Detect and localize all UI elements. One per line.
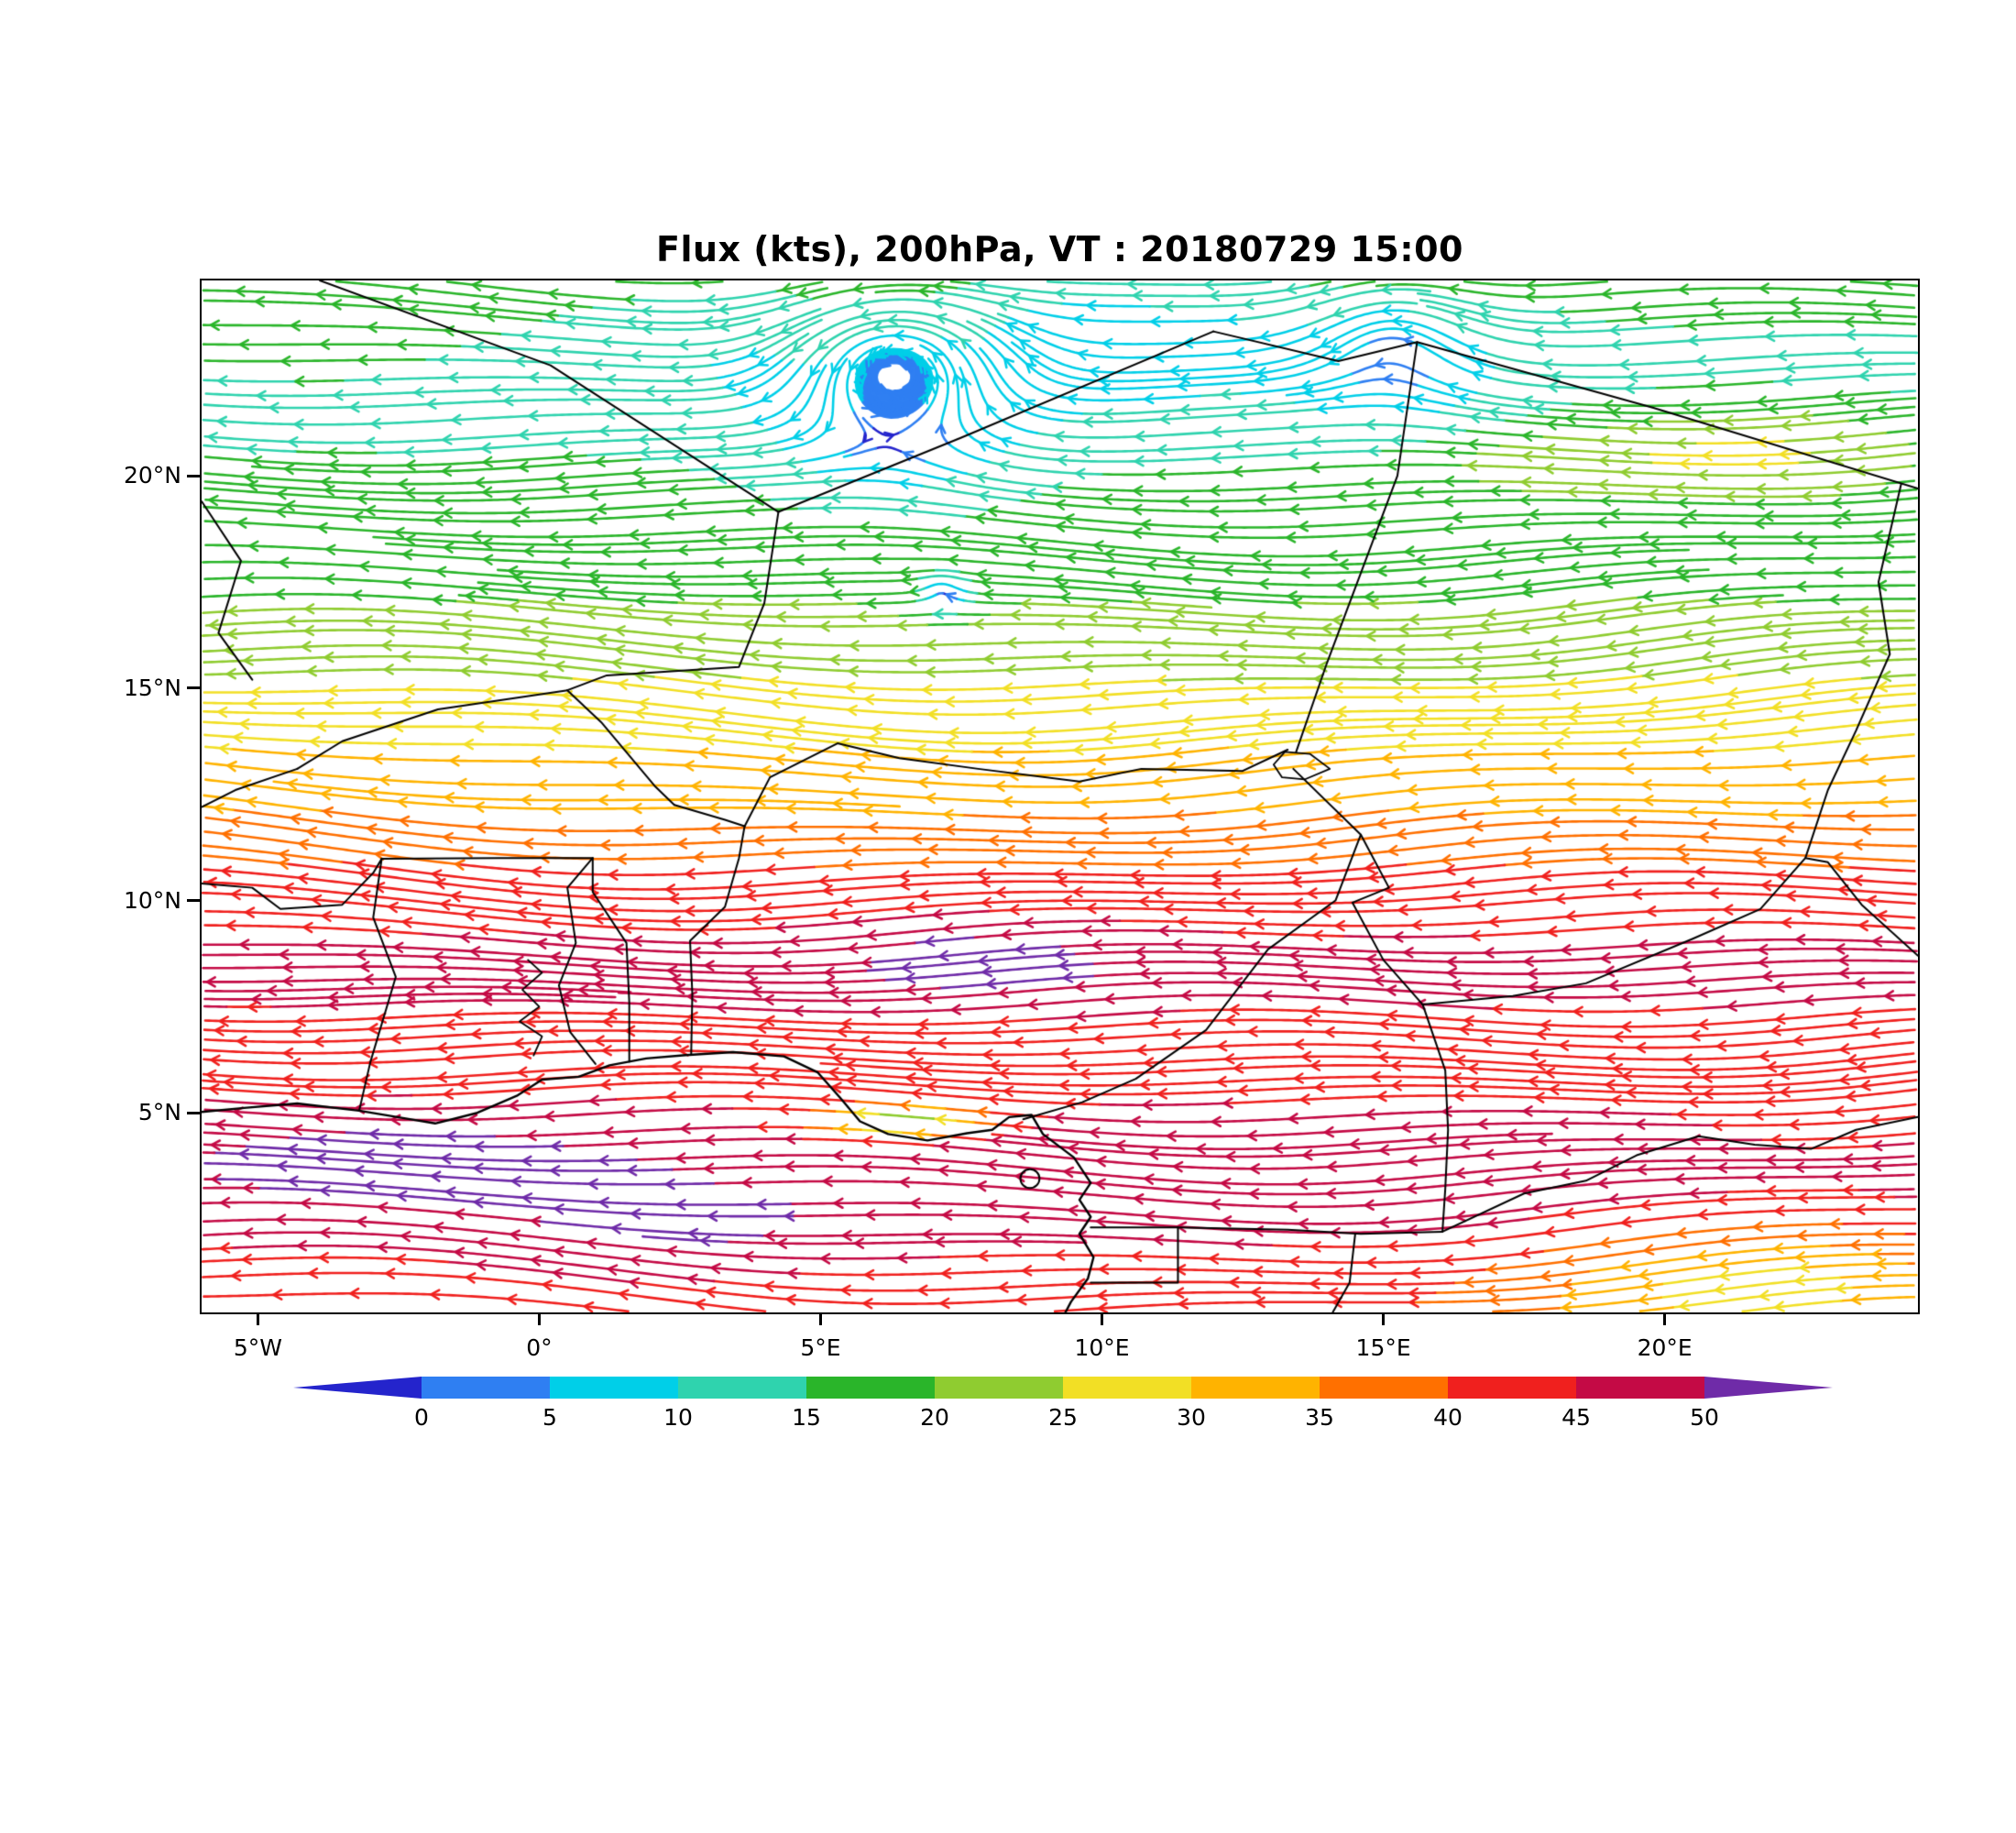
x-axis-tick-label: 0°	[526, 1334, 553, 1361]
colorbar-segment	[935, 1377, 1064, 1399]
x-axis-tick-label: 5°W	[233, 1334, 282, 1361]
colorbar-tick-label: 20	[920, 1404, 949, 1431]
colorbar-tick-label: 25	[1048, 1404, 1078, 1431]
map-plot-area	[200, 279, 1920, 1314]
y-axis-tick	[187, 686, 200, 690]
colorbar-tick-label: 10	[663, 1404, 693, 1431]
colorbar-tick-label: 50	[1690, 1404, 1719, 1431]
colorbar-segment	[1704, 1377, 1833, 1399]
x-axis-tick	[1382, 1314, 1386, 1325]
x-axis-tick	[819, 1314, 822, 1325]
colorbar-segment	[550, 1377, 679, 1399]
x-axis-tick	[1663, 1314, 1667, 1325]
colorbar: 0 5 10 15 20 25 30 35 40 45 50	[293, 1377, 1833, 1431]
colorbar-segment	[1320, 1377, 1449, 1399]
colorbar-tick-label: 5	[542, 1404, 557, 1431]
colorbar-segment	[806, 1377, 936, 1399]
colorbar-segment	[1063, 1377, 1192, 1399]
x-axis-tick-label: 10°E	[1074, 1334, 1130, 1361]
y-axis-tick-label: 15°N	[123, 674, 181, 701]
colorbar-scale	[293, 1377, 1833, 1399]
y-axis-tick-label: 5°N	[137, 1099, 181, 1126]
x-axis-tick-label: 5°E	[800, 1334, 841, 1361]
y-axis-tick	[187, 474, 200, 477]
colorbar-tick-label: 35	[1305, 1404, 1334, 1431]
colorbar-segment	[1448, 1377, 1577, 1399]
x-axis-tick-label: 15°E	[1355, 1334, 1411, 1361]
x-axis-tick-label: 20°E	[1637, 1334, 1693, 1361]
colorbar-segment	[1576, 1377, 1705, 1399]
x-axis-tick	[537, 1314, 541, 1325]
colorbar-tick-label: 15	[792, 1404, 821, 1431]
colorbar-tick-label: 30	[1177, 1404, 1206, 1431]
chart-title: Flux (kts), 200hPa, VT : 20180729 15:00	[656, 229, 1463, 269]
y-axis-tick	[187, 899, 200, 903]
colorbar-segment	[293, 1377, 422, 1399]
y-axis-tick	[187, 1111, 200, 1114]
y-axis-tick-label: 20°N	[123, 462, 181, 489]
y-axis-tick-label: 10°N	[123, 886, 181, 914]
colorbar-tick-label: 40	[1433, 1404, 1463, 1431]
colorbar-segment	[1191, 1377, 1320, 1399]
colorbar-tick-label: 0	[414, 1404, 429, 1431]
colorbar-tick-label: 45	[1561, 1404, 1591, 1431]
colorbar-segment	[678, 1377, 807, 1399]
x-axis-tick	[1101, 1314, 1104, 1325]
x-axis-tick	[256, 1314, 259, 1325]
colorbar-segment	[422, 1377, 551, 1399]
streamline-canvas	[202, 280, 1918, 1312]
